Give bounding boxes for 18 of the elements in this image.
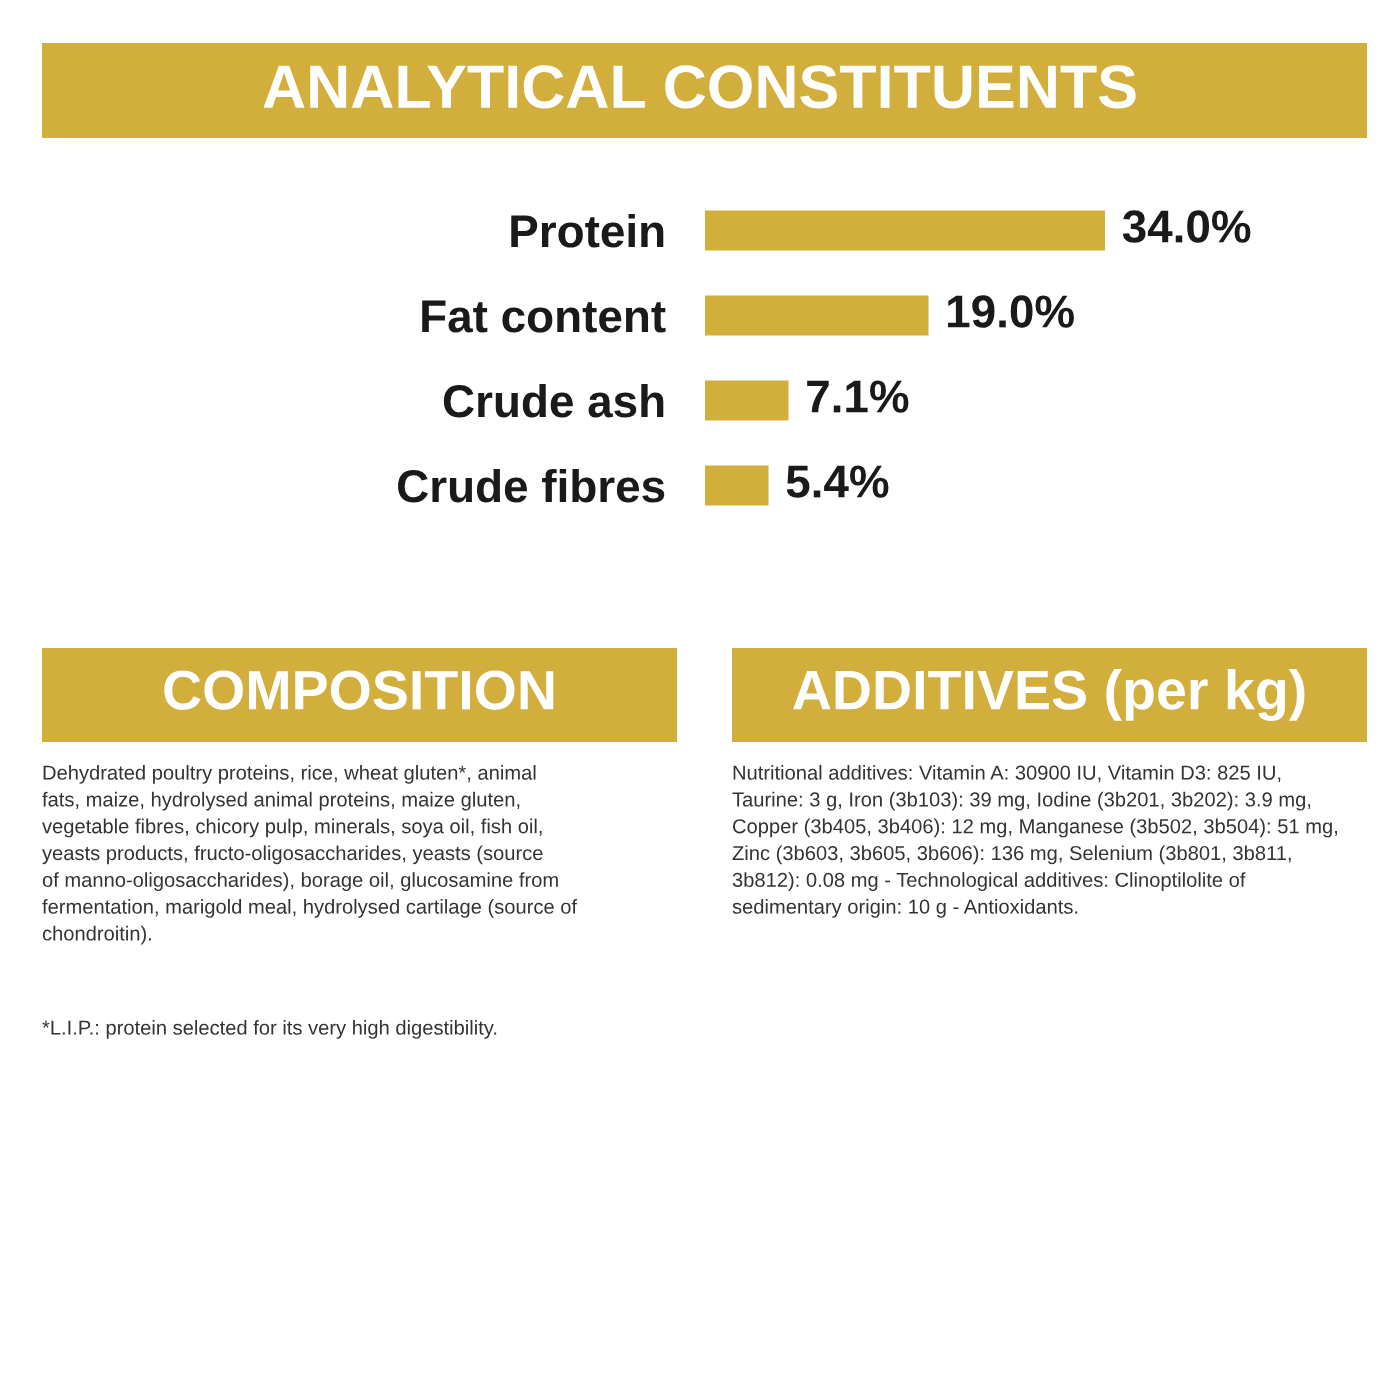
bar — [705, 295, 929, 336]
data-label: 34.0% — [1122, 210, 1251, 243]
text: *L.I.P.: protein selected for its very high digestibility. — [42, 1020, 497, 1039]
data-label: 7.1% — [807, 380, 909, 413]
text: COMPOSITION — [164, 670, 554, 710]
bar — [705, 380, 789, 421]
bar — [705, 465, 769, 506]
text: Nutritional additives: Vitamin A: 30900 IU, Vitamin D3: 825 IU, Taurine: 3 g, Iron (3b103): 39 mg, Iodine (3b201, 3b202): 3.9 mg, Copper (3b405, 3b406): 12 mg, Manganese (3b502, 3b504): 51 mg, Zinc (3b603, 3b605, 3b606): 136 mg, Selenium (3b801, 3b811, 3b812): 0.08 mg - Technological additives: Clinoptilolite of sedimentary origin: 10 g - Antioxidants. — [732, 765, 1337, 918]
data-label: 5.4% — [786, 465, 889, 498]
bar — [705, 210, 1105, 251]
data-label: 19.0% — [948, 295, 1074, 328]
text: ADDITIVES (per kg) — [793, 668, 1305, 722]
y-tick-label: Crude fibres — [398, 468, 665, 503]
y-tick-label: Fat content — [422, 300, 666, 333]
text: Dehydrated poultry proteins, rice, wheat gluten*, animal fats, maize, hydrolysed animal proteins, maize gluten, vegetable fibres, chicory pulp, minerals, soya oil, fish oil, yeasts products, fructo-oligosaccharides, yeasts (source of manno-oligosaccharides), borage oil, glucosamine from fermentation, marigold meal, hydrolysed cartilage (source of chondroitin). — [42, 765, 578, 945]
y-tick-label: Protein — [511, 213, 664, 248]
chart-title: ANALYTICAL CONSTITUENTS — [263, 65, 1136, 109]
y-tick-label: Crude ash — [443, 383, 664, 418]
